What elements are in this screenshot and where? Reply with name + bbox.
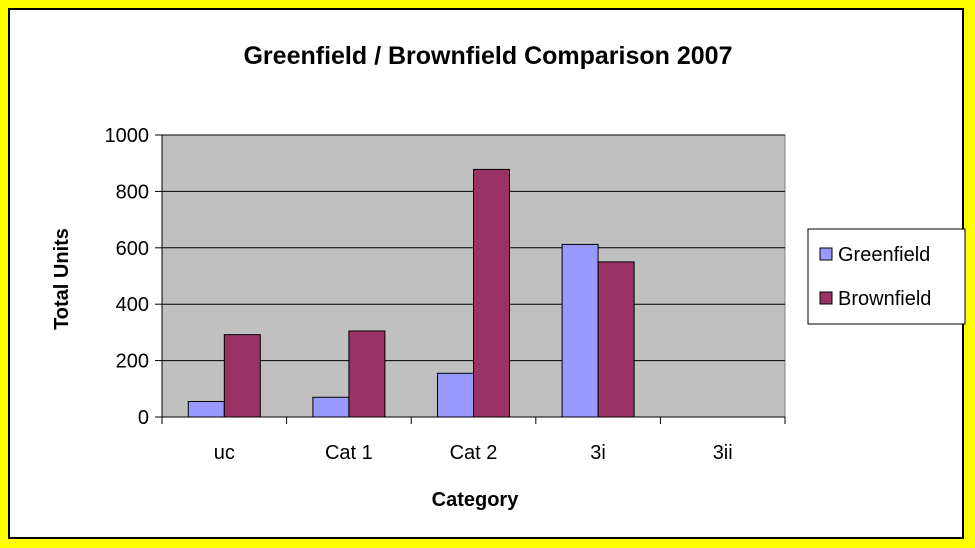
x-tick-label: Cat 1 bbox=[325, 442, 373, 464]
y-tick-label: 400 bbox=[116, 294, 149, 316]
x-tick-label: Cat 2 bbox=[450, 442, 498, 464]
y-axis-title: Total Units bbox=[51, 228, 73, 330]
x-tick-label: 3i bbox=[590, 442, 606, 464]
y-tick-label: 0 bbox=[138, 407, 149, 429]
legend-label-greenfield: Greenfield bbox=[838, 244, 930, 266]
legend-label-brownfield: Brownfield bbox=[838, 288, 931, 310]
legend-swatch-greenfield bbox=[819, 247, 833, 261]
y-tick-label: 800 bbox=[116, 181, 149, 203]
x-tick-label: uc bbox=[214, 442, 235, 464]
legend-swatch-brownfield bbox=[819, 291, 833, 305]
bar-brownfield bbox=[348, 330, 386, 418]
bar-greenfield bbox=[187, 400, 225, 418]
x-tick-label: 3ii bbox=[713, 442, 733, 464]
bar-brownfield bbox=[597, 261, 635, 418]
y-tick-label: 200 bbox=[116, 351, 149, 373]
legend-box bbox=[807, 228, 966, 325]
chart-title: Greenfield / Brownfield Comparison 2007 bbox=[243, 42, 732, 70]
bar-brownfield bbox=[223, 334, 261, 418]
bar-greenfield bbox=[437, 372, 474, 418]
x-axis-title: Category bbox=[432, 489, 520, 511]
bar-greenfield bbox=[312, 396, 350, 418]
bar-brownfield bbox=[473, 168, 510, 418]
bar-greenfield bbox=[561, 243, 599, 418]
y-tick-label: 600 bbox=[116, 238, 149, 260]
y-tick-label: 1000 bbox=[105, 125, 150, 147]
